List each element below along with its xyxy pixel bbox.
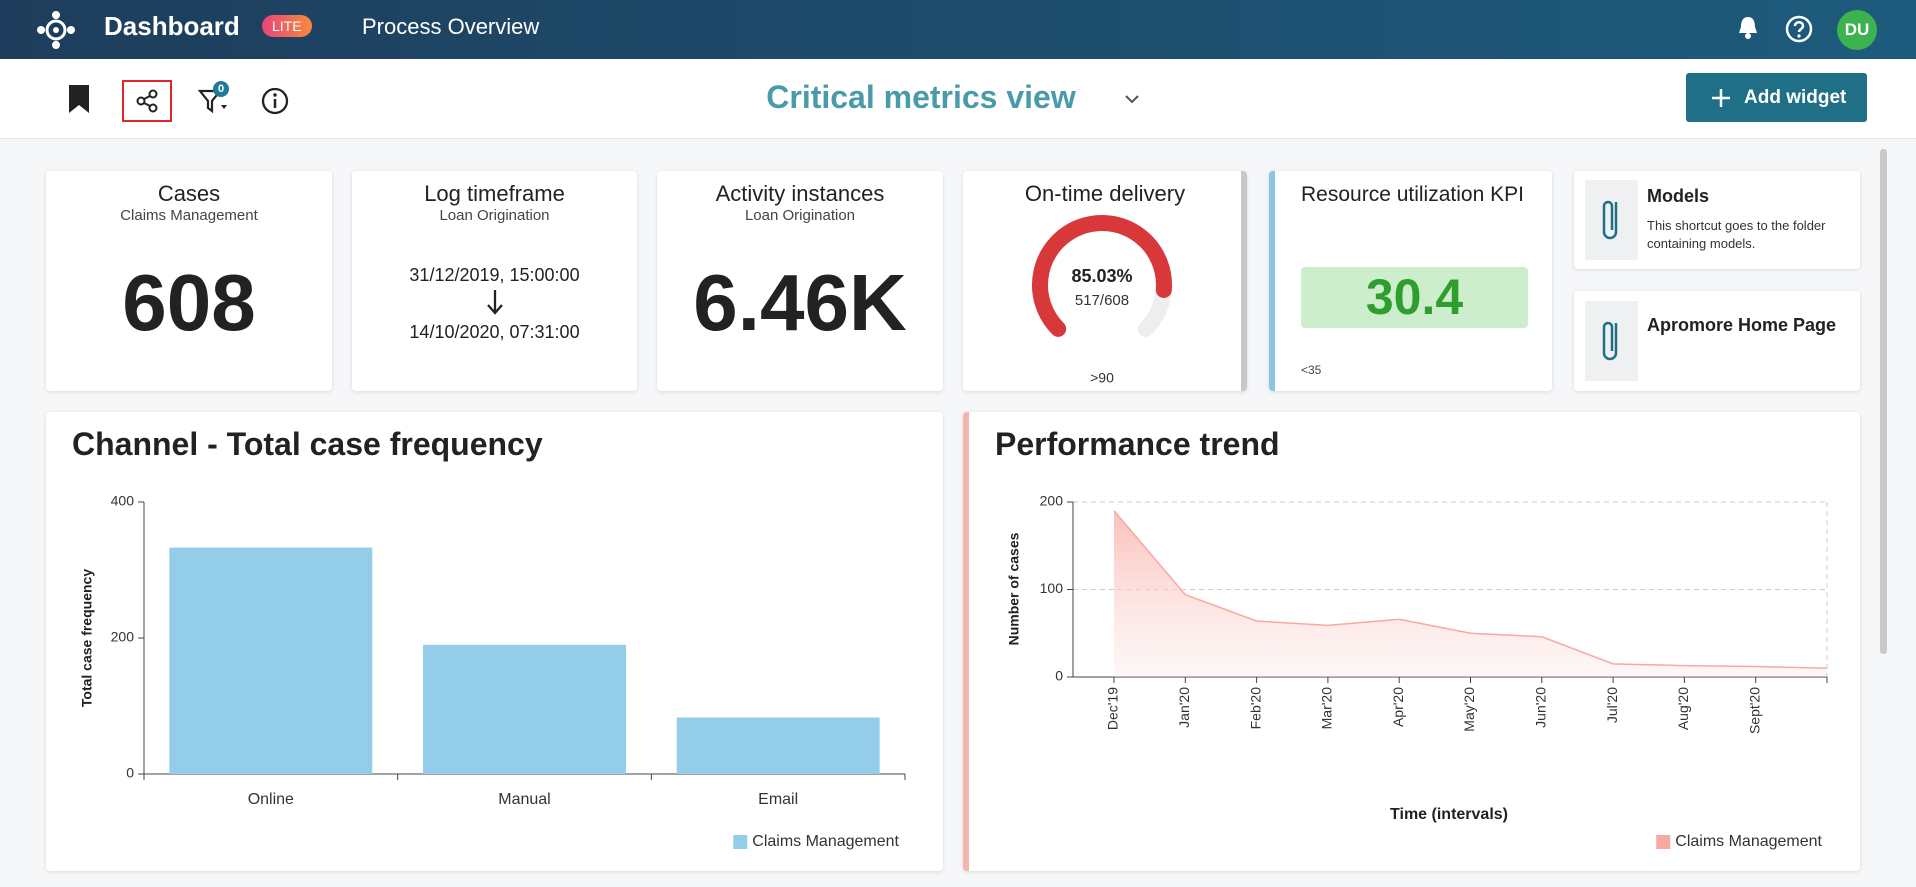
x-tick-label: Online — [248, 791, 294, 808]
threshold: <35 — [1301, 363, 1322, 377]
logo[interactable] — [36, 10, 76, 50]
help-icon[interactable] — [1784, 14, 1814, 44]
y-axis-label: Total case frequency — [79, 569, 95, 707]
gauge-value — [1032, 215, 1172, 337]
kpi-value: 6.46K — [693, 258, 907, 347]
icon-box — [1585, 301, 1638, 381]
legend-label: Claims Management — [752, 833, 899, 850]
legend-swatch — [733, 835, 748, 849]
card-title: Resource utilization KPI — [1301, 183, 1524, 206]
gauge-ratio: 517/608 — [1075, 292, 1129, 309]
card-subtitle: Loan Origination — [439, 207, 550, 224]
clip-icon — [1602, 200, 1618, 240]
x-axis-label: Time (intervals) — [1390, 806, 1508, 823]
bar — [423, 644, 626, 774]
kpi-value: 608 — [122, 258, 256, 347]
add-widget-button[interactable]: Add widget — [1686, 73, 1867, 122]
toolbar: 0 Critical metrics view Add widget — [0, 59, 1916, 139]
arrow — [487, 290, 503, 315]
x-tick-label: Manual — [498, 791, 550, 808]
button-label: Add widget — [1744, 87, 1847, 108]
x-tick-label: Apr'20 — [1390, 687, 1406, 727]
info-icon[interactable] — [260, 86, 290, 116]
chart-title: Channel - Total case frequency — [72, 426, 543, 462]
x-tick-label: Sept'20 — [1746, 687, 1762, 734]
card-title: Cases — [157, 181, 221, 206]
ontime-card[interactable]: On-time delivery 85.03% 517/608 >90 — [963, 171, 1247, 391]
y-tick-label: 0 — [126, 765, 134, 781]
card-title: On-time delivery — [1024, 181, 1186, 206]
x-tick-label: Jan'20 — [1176, 687, 1192, 728]
bookmark-icon[interactable] — [66, 83, 92, 115]
y-tick-label: 200 — [111, 629, 135, 645]
shortcut-title: Apromore Home Page — [1647, 315, 1837, 335]
home-card[interactable]: Apromore Home Page — [1574, 291, 1860, 391]
bar — [169, 547, 373, 774]
cases-card[interactable]: Cases Claims Management 608 — [46, 171, 332, 391]
bar — [676, 717, 880, 774]
x-tick-label: Email — [758, 791, 798, 808]
chart-title: Performance trend — [995, 426, 1280, 462]
area — [1114, 510, 1827, 677]
x-tick-label: Feb'20 — [1247, 687, 1263, 730]
avatar[interactable]: DU — [1837, 10, 1877, 50]
x-tick-label: May'20 — [1461, 687, 1477, 732]
shortcut-description: This shortcut goes to the folder contain… — [1647, 218, 1826, 251]
y-tick-label: 100 — [1040, 580, 1064, 596]
x-tick-label: Mar'20 — [1319, 687, 1335, 730]
plus-icon — [1712, 89, 1730, 107]
card-title: Log timeframe — [424, 181, 565, 206]
clip-icon — [1602, 321, 1618, 361]
share-icon — [136, 89, 158, 113]
x-tick-label: Jul'20 — [1604, 687, 1620, 723]
scrollbar — [1241, 171, 1247, 391]
legend-label: Claims Management — [1675, 833, 1822, 850]
log-card[interactable]: Log timeframe Loan Origination 31/12/201… — [352, 171, 637, 391]
card-title: Activity instances — [715, 181, 885, 206]
area-chart-card[interactable]: Performance trend 0 100 200 Dec'19 Jan'20 Feb… — [963, 412, 1860, 871]
y-axis-label: Number of cases — [1006, 532, 1022, 645]
card-subtitle: Claims Management — [120, 207, 258, 224]
end-date: 14/10/2020, 07:31:00 — [409, 322, 580, 342]
badge: LITE — [262, 15, 312, 37]
x-tick-label: Aug'20 — [1675, 687, 1691, 730]
section-link[interactable]: Process Overview — [362, 14, 540, 39]
y-tick-label: 0 — [1055, 668, 1063, 684]
shortcut-title: Models — [1647, 186, 1710, 206]
legend-swatch — [1656, 835, 1671, 849]
view-title[interactable]: Critical metrics view — [766, 79, 1076, 115]
bar-chart-card[interactable]: Channel - Total case frequency 0 200 400 On… — [46, 412, 943, 871]
y-tick-label: 200 — [1040, 493, 1064, 509]
start-date: 31/12/2019, 15:00:00 — [409, 265, 580, 285]
gauge: 85.03% 517/608 >90 — [1032, 215, 1172, 386]
line — [1113, 510, 1828, 669]
gauge-label: 85.03% — [1071, 266, 1132, 286]
icon-box — [1585, 180, 1638, 260]
card-subtitle: Loan Origination — [744, 207, 856, 224]
chart: 0 200 400 Online Manual Email Total case frequ… — [79, 493, 906, 850]
app-name[interactable]: Dashboard — [104, 11, 240, 41]
share-button[interactable] — [122, 80, 172, 122]
filter-count: 0 — [213, 81, 229, 97]
activity-card[interactable]: Activity instances Loan Origination 6.46… — [657, 171, 943, 391]
resource-card[interactable]: Resource utilization KPI 30.4 <35 — [1269, 171, 1552, 391]
y-tick-label: 400 — [111, 493, 135, 509]
models-card[interactable]: Models This shortcut goes to the folder … — [1574, 171, 1860, 269]
x-tick-label: Jun'20 — [1533, 687, 1549, 728]
chart: 0 100 200 Dec'19 Jan'20 Feb'20 Mar'20 Apr'20 May… — [1006, 493, 1828, 850]
kpi-value: 30.4 — [1301, 267, 1528, 328]
view-dropdown[interactable] — [1122, 89, 1142, 109]
x-tick-label: Dec'19 — [1105, 687, 1121, 730]
notifications-icon[interactable] — [1736, 14, 1760, 42]
top-bar: Dashboard LITE Process Overview DU — [0, 0, 1916, 59]
page-scrollbar — [1880, 149, 1887, 654]
gauge-target: >90 — [1090, 370, 1114, 386]
